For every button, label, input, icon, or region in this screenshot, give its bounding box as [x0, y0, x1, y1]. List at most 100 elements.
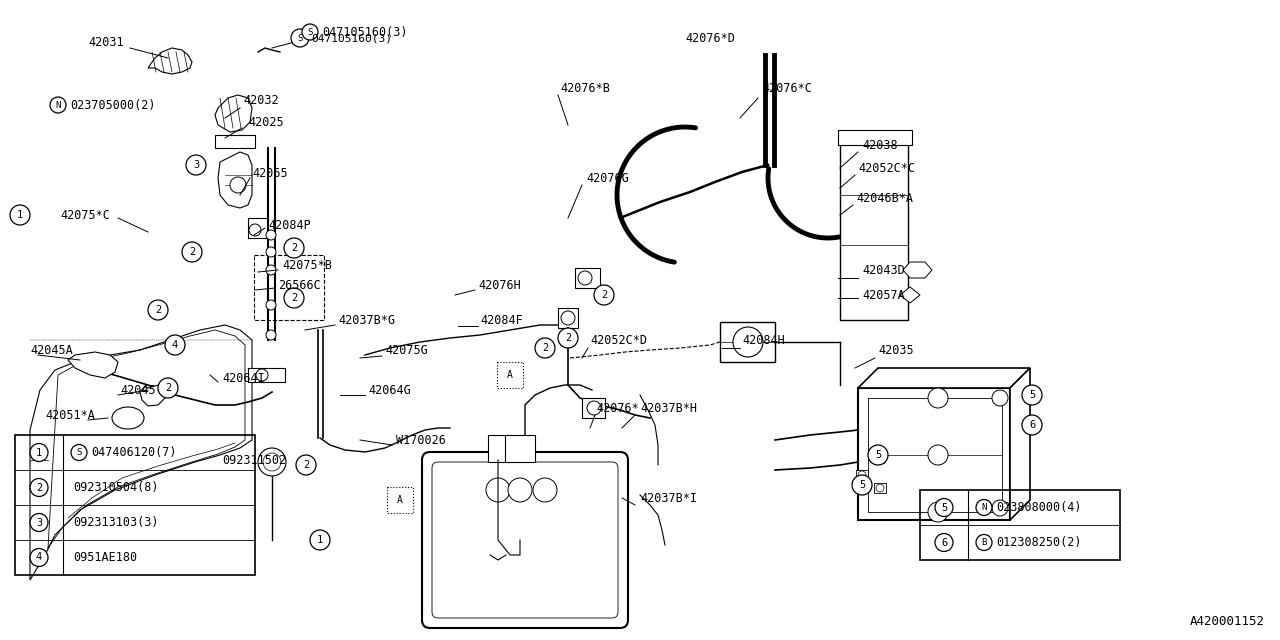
- Text: 42084F: 42084F: [480, 314, 522, 326]
- Text: 42045A: 42045A: [29, 344, 73, 356]
- Polygon shape: [719, 322, 774, 362]
- Circle shape: [262, 453, 282, 471]
- Circle shape: [588, 401, 602, 415]
- Circle shape: [29, 444, 49, 461]
- Text: 5: 5: [941, 502, 947, 513]
- Circle shape: [310, 530, 330, 550]
- Circle shape: [157, 378, 178, 398]
- Text: 2: 2: [189, 247, 195, 257]
- Text: 42032: 42032: [243, 93, 279, 106]
- Text: 5: 5: [859, 480, 865, 490]
- Polygon shape: [140, 384, 168, 406]
- Polygon shape: [840, 138, 908, 320]
- Circle shape: [1021, 385, 1042, 405]
- Text: 42025: 42025: [248, 115, 284, 129]
- Polygon shape: [858, 368, 1030, 388]
- Bar: [497, 362, 524, 388]
- Polygon shape: [902, 262, 932, 278]
- Text: S: S: [77, 448, 82, 457]
- Text: B: B: [982, 538, 987, 547]
- Text: 42076G: 42076G: [586, 172, 628, 184]
- Bar: [387, 487, 413, 513]
- Circle shape: [579, 271, 591, 285]
- Polygon shape: [68, 352, 118, 378]
- Circle shape: [992, 500, 1009, 516]
- Ellipse shape: [113, 407, 143, 429]
- Polygon shape: [900, 287, 920, 303]
- Text: 092310504(8): 092310504(8): [73, 481, 159, 494]
- Text: 2: 2: [291, 293, 297, 303]
- Circle shape: [1021, 415, 1042, 435]
- Bar: [253, 255, 324, 320]
- Circle shape: [874, 454, 882, 462]
- Polygon shape: [29, 325, 252, 580]
- Text: S: S: [297, 33, 302, 42]
- Bar: [920, 490, 1120, 560]
- Text: 5: 5: [874, 450, 881, 460]
- Circle shape: [50, 97, 67, 113]
- Text: 023705000(2): 023705000(2): [70, 99, 155, 111]
- Text: 3: 3: [193, 160, 200, 170]
- Polygon shape: [858, 388, 1010, 520]
- FancyBboxPatch shape: [422, 452, 628, 628]
- Text: 2: 2: [155, 305, 161, 315]
- Polygon shape: [215, 135, 255, 148]
- Circle shape: [148, 300, 168, 320]
- Circle shape: [868, 445, 888, 465]
- Text: 4: 4: [172, 340, 178, 350]
- Text: 42037B*G: 42037B*G: [338, 314, 396, 326]
- Text: 012308250(2): 012308250(2): [996, 536, 1082, 549]
- Text: 1: 1: [317, 535, 323, 545]
- Text: A: A: [507, 370, 513, 380]
- Polygon shape: [215, 95, 252, 132]
- Text: 092311502: 092311502: [221, 454, 287, 467]
- Circle shape: [266, 330, 276, 340]
- Text: 42075*C: 42075*C: [60, 209, 110, 221]
- Circle shape: [977, 534, 992, 550]
- Circle shape: [977, 499, 992, 515]
- Circle shape: [284, 238, 305, 258]
- Circle shape: [230, 177, 246, 193]
- Text: S: S: [307, 28, 312, 36]
- Circle shape: [266, 247, 276, 257]
- Circle shape: [182, 242, 202, 262]
- FancyBboxPatch shape: [433, 462, 618, 618]
- Polygon shape: [582, 398, 605, 418]
- Polygon shape: [148, 48, 192, 74]
- Text: 42037B*H: 42037B*H: [640, 401, 698, 415]
- Text: 023808000(4): 023808000(4): [996, 501, 1082, 514]
- Text: N: N: [982, 503, 987, 512]
- Circle shape: [266, 300, 276, 310]
- Circle shape: [266, 230, 276, 240]
- Text: 42031: 42031: [88, 35, 124, 49]
- Text: 42051*A: 42051*A: [45, 408, 95, 422]
- Circle shape: [29, 479, 49, 497]
- Text: 42052C*D: 42052C*D: [590, 333, 646, 346]
- Circle shape: [284, 288, 305, 308]
- Circle shape: [291, 29, 308, 47]
- Circle shape: [532, 478, 557, 502]
- Circle shape: [29, 548, 49, 566]
- Text: 2: 2: [291, 243, 297, 253]
- Text: 2: 2: [600, 290, 607, 300]
- Polygon shape: [874, 483, 886, 493]
- Polygon shape: [1010, 368, 1030, 520]
- Polygon shape: [506, 435, 535, 462]
- Text: 42065: 42065: [252, 166, 288, 179]
- Text: 5: 5: [1029, 390, 1036, 400]
- Circle shape: [256, 369, 268, 381]
- Text: 42075G: 42075G: [385, 344, 428, 356]
- Text: 42076*B: 42076*B: [561, 81, 609, 95]
- Circle shape: [165, 335, 186, 355]
- Text: 6: 6: [1029, 420, 1036, 430]
- Text: 42035: 42035: [878, 344, 914, 356]
- Circle shape: [535, 338, 556, 358]
- Circle shape: [250, 224, 261, 236]
- Text: 42052C*C: 42052C*C: [858, 161, 915, 175]
- Circle shape: [266, 265, 276, 275]
- Text: 047406120(7): 047406120(7): [91, 446, 177, 459]
- Polygon shape: [575, 268, 600, 288]
- Text: 42064G: 42064G: [369, 383, 411, 397]
- Text: 42075*B: 42075*B: [282, 259, 332, 271]
- Text: A: A: [397, 495, 403, 505]
